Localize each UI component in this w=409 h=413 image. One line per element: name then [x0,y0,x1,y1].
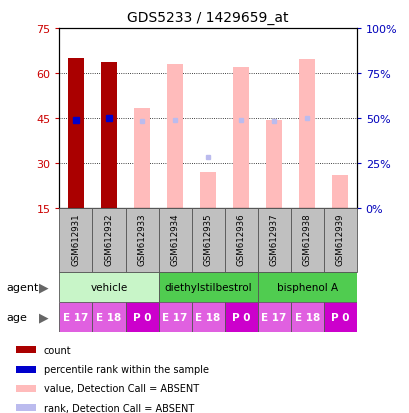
FancyBboxPatch shape [92,209,125,273]
Bar [16,385,36,392]
FancyBboxPatch shape [59,273,158,302]
Text: P 0: P 0 [231,312,250,322]
FancyBboxPatch shape [257,273,356,302]
Text: E 17: E 17 [162,312,187,322]
FancyBboxPatch shape [125,209,158,273]
Bar [199,173,216,209]
Text: GSM612932: GSM612932 [104,213,113,266]
FancyBboxPatch shape [191,302,224,332]
FancyBboxPatch shape [323,302,356,332]
FancyBboxPatch shape [191,209,224,273]
Text: diethylstilbestrol: diethylstilbestrol [164,282,251,292]
Text: P 0: P 0 [330,312,348,322]
Text: ▶: ▶ [39,311,48,324]
Bar [331,176,348,209]
Text: GSM612937: GSM612937 [269,213,278,266]
FancyBboxPatch shape [257,209,290,273]
Text: rank, Detection Call = ABSENT: rank, Detection Call = ABSENT [43,403,193,413]
Text: GSM612931: GSM612931 [71,213,80,266]
Text: GSM612935: GSM612935 [203,213,212,266]
Bar [133,108,150,209]
Bar [298,60,315,209]
Text: age: age [6,312,27,322]
Text: GSM612933: GSM612933 [137,213,146,266]
Text: GSM612934: GSM612934 [170,213,179,266]
Title: GDS5233 / 1429659_at: GDS5233 / 1429659_at [127,11,288,25]
Text: value, Detection Call = ABSENT: value, Detection Call = ABSENT [43,383,198,394]
Bar [265,120,282,209]
FancyBboxPatch shape [224,302,257,332]
FancyBboxPatch shape [59,209,92,273]
Bar [101,63,117,209]
Text: GSM612939: GSM612939 [335,213,344,266]
Text: E 17: E 17 [261,312,286,322]
Text: E 18: E 18 [96,312,121,322]
FancyBboxPatch shape [92,302,125,332]
Text: GSM612936: GSM612936 [236,213,245,266]
Bar [16,366,36,373]
FancyBboxPatch shape [290,302,323,332]
FancyBboxPatch shape [158,273,257,302]
Bar [16,347,36,354]
FancyBboxPatch shape [257,302,290,332]
Text: ▶: ▶ [39,281,48,294]
FancyBboxPatch shape [59,302,92,332]
Text: vehicle: vehicle [90,282,127,292]
Text: count: count [43,345,71,355]
FancyBboxPatch shape [323,209,356,273]
Bar [166,65,183,209]
Text: E 18: E 18 [195,312,220,322]
Text: E 18: E 18 [294,312,319,322]
Bar [232,68,249,209]
Text: bisphenol A: bisphenol A [276,282,337,292]
FancyBboxPatch shape [224,209,257,273]
Bar [16,404,36,411]
FancyBboxPatch shape [158,209,191,273]
Text: P 0: P 0 [133,312,151,322]
FancyBboxPatch shape [158,302,191,332]
FancyBboxPatch shape [290,209,323,273]
FancyBboxPatch shape [125,302,158,332]
Text: E 17: E 17 [63,312,88,322]
Bar [67,59,84,209]
Text: percentile rank within the sample: percentile rank within the sample [43,364,208,374]
Text: GSM612938: GSM612938 [302,213,311,266]
Text: agent: agent [6,282,38,292]
